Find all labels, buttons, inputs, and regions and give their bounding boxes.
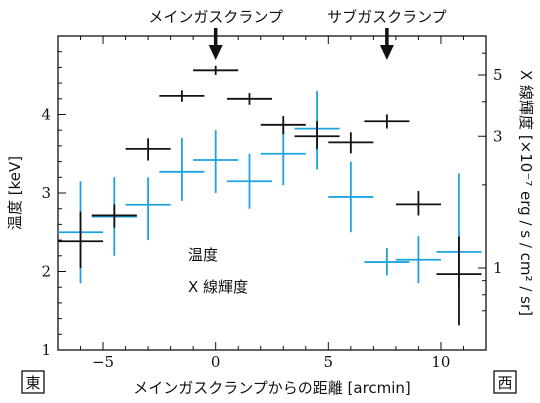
series-brightness (58, 65, 482, 326)
data-point (395, 191, 441, 216)
axis-ticks (57, 35, 487, 351)
legend-entry-temperature: 温度 (188, 246, 218, 264)
data-point (58, 211, 104, 268)
west-label: 西 (497, 374, 512, 392)
data-point (125, 177, 171, 241)
left-y-tick-label: 4 (41, 106, 51, 124)
x-tick-label: 0 (211, 353, 221, 371)
data-point (328, 132, 374, 154)
arrow-head-icon (208, 45, 223, 60)
left-y-axis-title: 温度 [keV] (6, 156, 24, 230)
left-y-tick-label: 3 (41, 184, 51, 202)
data-point (193, 65, 239, 75)
data-point (364, 247, 410, 276)
west-label-box: 西 (493, 370, 517, 394)
data-point (226, 93, 272, 105)
legend-entry-brightness: X 線輝度 (188, 278, 248, 296)
data-point (395, 236, 441, 284)
data-point (193, 130, 239, 193)
data-point (328, 161, 374, 233)
east-label-box: 東 (21, 370, 45, 394)
arrow-head-icon (379, 45, 394, 60)
data-point (91, 204, 137, 228)
right-y-tick-labels: 1 3 5 (493, 66, 503, 277)
annotation-sub-clump: サブガスクランプ (327, 8, 447, 60)
data-point (125, 138, 171, 161)
data-point (294, 121, 340, 149)
west-box (493, 370, 517, 394)
left-y-tick-labels: 1 2 3 4 (41, 106, 51, 360)
plot-frame (57, 35, 487, 351)
data-point (159, 90, 205, 102)
data-point (226, 153, 272, 209)
annotation-main-clump: メインガスクランプ (148, 8, 283, 60)
annotation-label: メインガスクランプ (148, 8, 283, 26)
data-point (364, 114, 410, 129)
x-tick-label: −5 (92, 353, 114, 371)
series-temperature (58, 90, 482, 288)
left-y-tick-label: 2 (41, 263, 51, 281)
left-y-tick-label: 1 (41, 341, 51, 359)
east-box (21, 370, 45, 394)
annotation-layer: メインガスクランプ サブガスクランプ (148, 8, 447, 60)
right-y-tick-label: 1 (493, 259, 503, 277)
data-point (260, 116, 306, 135)
x-tick-labels: −5 0 5 10 (92, 353, 451, 371)
legend: 温度 X 線輝度 (188, 246, 248, 296)
right-y-tick-label: 3 (493, 127, 503, 145)
x-tick-label: 10 (431, 353, 450, 371)
data-point (436, 236, 482, 326)
annotation-label: サブガスクランプ (327, 8, 447, 26)
east-label: 東 (25, 374, 40, 392)
x-axis-title: メインガスクランプからの距離 [arcmin] (133, 379, 411, 397)
x-tick-label: 5 (324, 353, 334, 371)
series-layer (58, 65, 482, 326)
right-y-axis-title: X 線輝度 [×10⁻⁷ erg / s / cm² / sr] (517, 70, 535, 316)
data-point (159, 138, 205, 201)
right-y-tick-label: 5 (493, 66, 503, 84)
